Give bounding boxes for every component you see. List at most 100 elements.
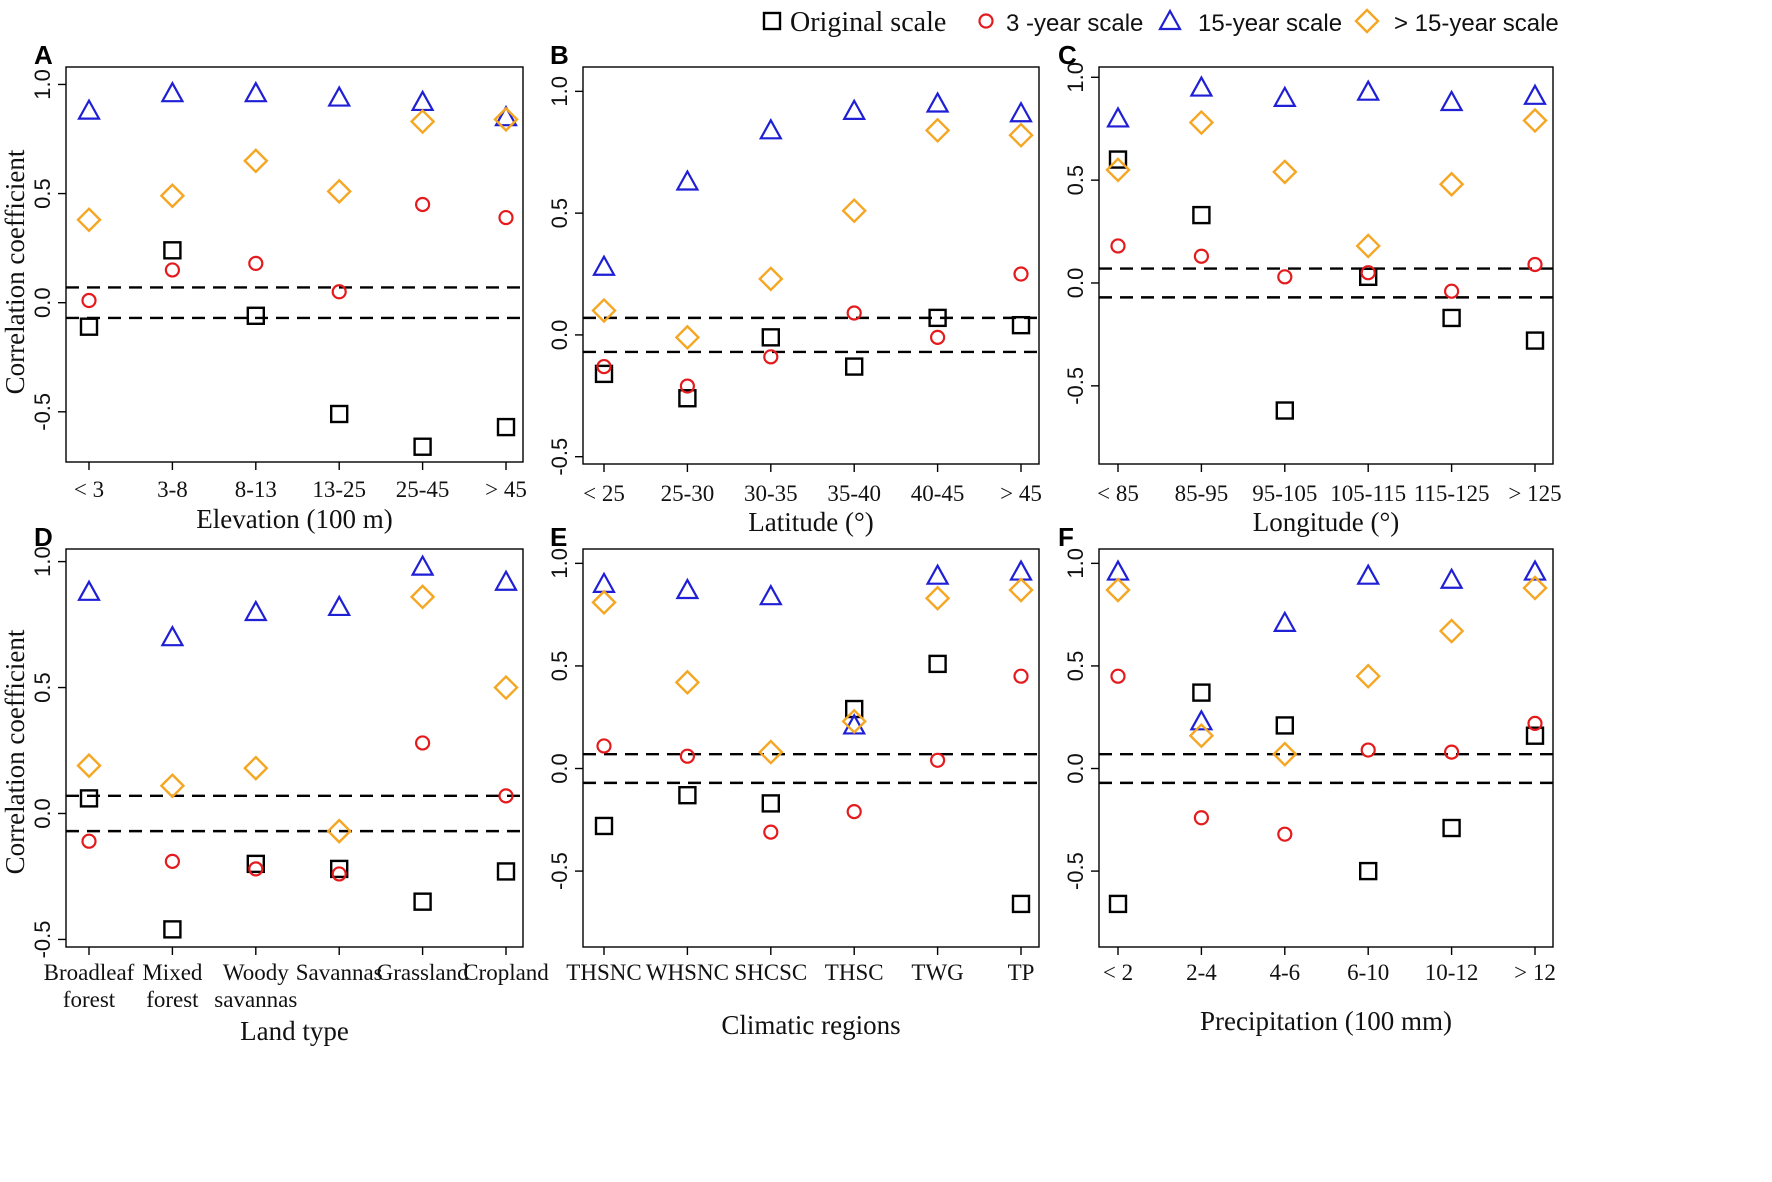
series-diamond [1105, 575, 1548, 767]
x-tick-label: TP [1008, 960, 1035, 985]
data-point-diamond [1522, 107, 1548, 134]
data-point-square [1275, 401, 1295, 420]
legend-triangle-marker [1158, 8, 1182, 31]
x-tick-label: 3-8 [157, 477, 188, 502]
data-point-diamond [591, 297, 617, 324]
data-point-circle [596, 358, 612, 375]
data-point-triangle [1356, 563, 1381, 585]
panel-letter: D [34, 522, 53, 552]
data-point-square [1108, 894, 1128, 914]
series-circle [81, 196, 514, 309]
y-tick-label: 0.5 [547, 651, 572, 682]
data-point-circle [1013, 668, 1029, 684]
data-point-square [1192, 683, 1211, 702]
data-point-circle [763, 824, 779, 840]
data-point-diamond [409, 108, 436, 135]
data-point-triangle [758, 118, 783, 140]
data-point-circle [1193, 810, 1210, 826]
data-point-square [330, 404, 349, 424]
series-triangle [592, 91, 1033, 276]
panel-C: C -0.5 0.0 0.5 1.0 < 85 85-95 95-105 105-115 115-… [1058, 40, 1562, 537]
data-point-circle [846, 803, 862, 820]
plot-frame [1098, 548, 1554, 948]
y-tick-label: -0.5 [547, 852, 572, 890]
data-point-diamond [841, 198, 867, 224]
data-point-diamond [1438, 171, 1465, 197]
x-tick-label: < 85 [1097, 481, 1139, 506]
plot-frame [65, 66, 524, 463]
data-point-circle [929, 329, 946, 345]
y-tick-label: -0.5 [30, 393, 55, 431]
data-point-circle [1110, 668, 1126, 684]
x-axis-label: Latitude (°) [748, 507, 874, 537]
data-point-triangle [1523, 83, 1547, 105]
data-point-diamond [243, 755, 269, 781]
x-tick-label: 115-125 [1414, 481, 1490, 506]
data-point-diamond [1355, 233, 1381, 259]
data-point-circle [164, 853, 180, 869]
data-point-diamond [76, 752, 102, 779]
data-point-square [678, 785, 697, 805]
data-point-circle [248, 255, 264, 272]
data-point-square [1108, 150, 1128, 169]
x-tick-label: < 25 [583, 481, 625, 506]
y-tick-label: 0.5 [30, 672, 55, 703]
x-tick-label: 6-10 [1347, 960, 1389, 985]
data-point-diamond [1355, 663, 1381, 689]
x-axis-label: Elevation (100 m) [196, 504, 392, 534]
panel-letter: E [550, 522, 567, 552]
data-point-circle [846, 305, 862, 321]
data-point-triangle [243, 599, 268, 622]
y-tick-label: 0.0 [1063, 268, 1088, 299]
x-tick-label: < 3 [74, 477, 104, 502]
data-point-square [1275, 716, 1295, 735]
x-tick-label: > 45 [1000, 481, 1042, 506]
series-triangle [1106, 75, 1547, 128]
data-point-triangle [592, 571, 616, 593]
data-point-diamond [1272, 741, 1298, 767]
data-point-square [163, 241, 182, 260]
data-point-diamond [1438, 618, 1465, 644]
data-point-square [1358, 861, 1378, 881]
x-tick-label: > 125 [1508, 481, 1561, 506]
y-axis-label: Correlation coefficient [0, 629, 30, 874]
data-point-diamond [674, 669, 701, 696]
data-point-triangle [77, 98, 101, 120]
legend-label-triangle: 15-year scale [1198, 10, 1342, 37]
data-point-circle [498, 788, 514, 804]
data-point-square [761, 328, 780, 347]
data-point-triangle [675, 577, 700, 600]
y-tick-label: 0.5 [1063, 165, 1088, 196]
data-point-triangle [842, 98, 867, 120]
y-tick-label: -0.5 [547, 438, 572, 476]
x-tick-label: 10-12 [1425, 960, 1479, 985]
data-point-triangle [592, 254, 616, 276]
series-circle [596, 266, 1029, 394]
panel-E: E -0.5 0.0 0.5 1.0 THSNC WHSNC SHCSC THSC TWG TP Cl… [547, 522, 1040, 1040]
data-point-square [163, 920, 182, 939]
panel-B: B -0.5 0.0 0.5 1.0 < 25 25-30 30-35 35-40 40-45 > … [547, 40, 1042, 537]
x-tick-label: < 2 [1103, 960, 1133, 985]
y-tick-label: 0.0 [1063, 753, 1088, 784]
data-point-triangle [160, 80, 185, 103]
series-diamond [591, 577, 1034, 765]
x-tick-label: THSC [825, 960, 884, 985]
data-point-circle [331, 284, 347, 300]
legend-diamond-marker [1354, 8, 1380, 34]
data-point-diamond [493, 674, 519, 701]
series-square [1108, 683, 1545, 914]
x-tick-label: > 12 [1514, 960, 1556, 985]
y-tick-label: 0.0 [30, 798, 55, 829]
data-point-square [246, 306, 266, 325]
x-tick-label: forest [146, 987, 199, 1012]
x-tick-label: Woody [223, 960, 289, 985]
data-point-circle [415, 196, 431, 213]
x-tick-label: forest [63, 987, 116, 1012]
y-tick-label: 0.5 [30, 178, 55, 209]
data-point-circle [1527, 256, 1543, 273]
y-tick-label: -0.5 [1063, 852, 1088, 890]
data-point-diamond [159, 773, 186, 799]
series-triangle [77, 80, 518, 127]
legend-item-triangle: 15-year scale [1158, 8, 1342, 37]
data-point-square [79, 317, 99, 336]
